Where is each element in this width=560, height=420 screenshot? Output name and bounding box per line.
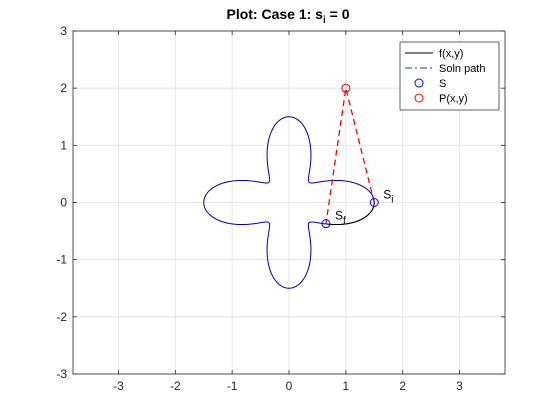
curve-f: [203, 116, 375, 289]
legend-item: S: [414, 78, 446, 90]
legend-item: Soln path: [405, 63, 485, 75]
x-tick-label: 0: [286, 379, 293, 393]
curve-highlight-arc: [325, 202, 375, 226]
point-s-marker: [321, 219, 331, 229]
legend-label: S: [439, 78, 446, 90]
legend-swatch-circle: [414, 93, 424, 103]
legend-item: P(x,y): [414, 93, 468, 105]
legend-label: P(x,y): [439, 93, 468, 105]
y-tick-label: 2: [60, 81, 67, 95]
y-tick-label: -2: [56, 310, 67, 324]
chart-title-subscript: i: [323, 15, 326, 26]
point-s-label-main: S: [383, 188, 391, 202]
x-tick-label: 1: [342, 379, 349, 393]
point-s-label-subscript: i: [391, 195, 393, 206]
legend-label: f(x,y): [439, 48, 463, 60]
x-tick-label: 3: [456, 379, 463, 393]
point-p-marker: [341, 83, 351, 93]
y-tick-label: -3: [56, 367, 67, 381]
y-tick-label: 1: [60, 138, 67, 152]
chart-title-main: Plot: Case 1: s: [226, 6, 323, 22]
y-tick-label: -1: [56, 253, 67, 267]
x-tick-label: -3: [113, 379, 124, 393]
legend-swatch-circle: [414, 78, 424, 88]
y-tick-label: 0: [60, 196, 67, 210]
legend-label: Soln path: [439, 63, 485, 75]
chart-title-rest: = 0: [326, 6, 350, 22]
point-s-label-main: S: [335, 209, 343, 223]
y-tick-label: 3: [60, 24, 67, 38]
legend-item: f(x,y): [405, 48, 463, 60]
x-tick-label: -2: [170, 379, 181, 393]
point-s-label-subscript: f: [343, 216, 346, 227]
chart-title: Plot: Case 1: si = 0: [226, 6, 349, 26]
legend: f(x,y) Soln path S P(x,y): [399, 41, 500, 111]
axes: -3 -2 -1 0 1 2 3 -3 -2 -1 0 1 2 3: [56, 24, 506, 393]
point-s-label: Sf: [335, 209, 346, 227]
x-tick-label: -1: [227, 379, 238, 393]
point-s-label: Si: [383, 188, 393, 206]
point-s-marker: [369, 198, 379, 207]
x-tick-label: 2: [399, 379, 406, 393]
